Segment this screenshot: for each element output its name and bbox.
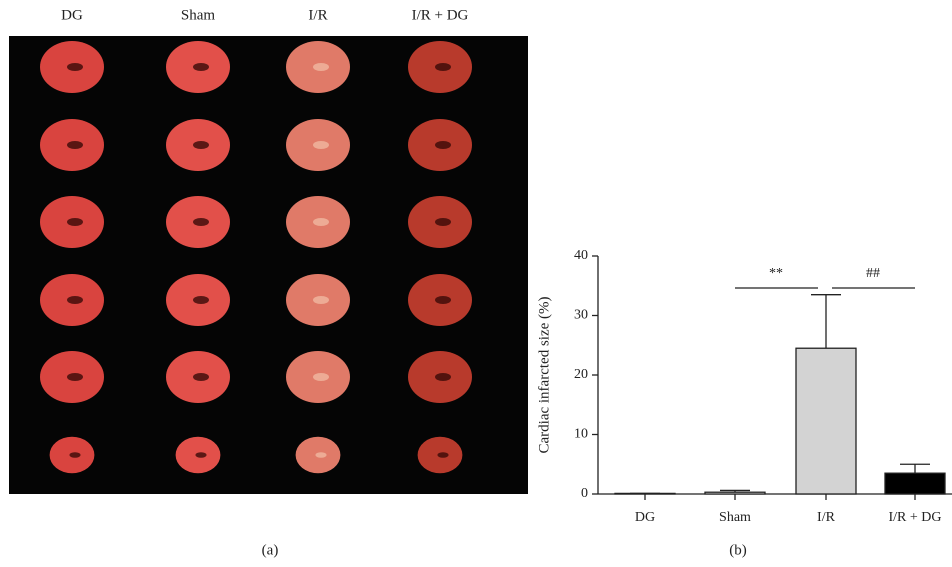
y-tick-label: 40 <box>574 248 588 263</box>
x-tick-label: I/R + DG <box>888 510 941 525</box>
x-tick-label: Sham <box>719 510 751 525</box>
column-label: I/R + DG <box>412 7 469 23</box>
bar <box>795 347 857 495</box>
caption-a: (a) <box>262 542 279 558</box>
significance-label: ** <box>769 266 783 281</box>
y-tick-label: 20 <box>574 367 588 382</box>
heart-lumen <box>69 452 81 458</box>
column-label: Sham <box>181 7 216 23</box>
heart-lumen <box>193 296 209 304</box>
heart-lumen <box>67 63 83 71</box>
heart-lumen <box>193 373 209 381</box>
x-tick-label: DG <box>635 510 655 525</box>
y-tick-label: 0 <box>581 486 588 501</box>
heart-lumen <box>193 218 209 226</box>
significance-label: ## <box>866 266 880 281</box>
heart-lumen <box>67 218 83 226</box>
heart-lumen <box>313 296 329 304</box>
y-axis-label: Cardiac infarcted size (%) <box>536 297 552 454</box>
tissue-photo <box>9 36 528 494</box>
heart-lumen <box>195 452 207 458</box>
column-label: I/R <box>308 7 327 23</box>
heart-lumen <box>435 218 451 226</box>
heart-lumen <box>67 296 83 304</box>
heart-slices <box>40 41 472 474</box>
bar <box>704 491 766 495</box>
heart-lumen <box>435 296 451 304</box>
heart-lumen <box>315 452 327 458</box>
heart-lumen <box>435 141 451 149</box>
bar <box>884 472 946 495</box>
x-tick-label: I/R <box>817 510 836 525</box>
heart-lumen <box>193 63 209 71</box>
y-tick-label: 10 <box>574 427 588 442</box>
heart-lumen <box>437 452 449 458</box>
heart-lumen <box>313 373 329 381</box>
heart-lumen <box>313 63 329 71</box>
heart-lumen <box>313 141 329 149</box>
heart-lumen <box>313 218 329 226</box>
heart-lumen <box>435 373 451 381</box>
column-label: DG <box>61 7 83 23</box>
heart-lumen <box>435 63 451 71</box>
heart-lumen <box>67 373 83 381</box>
bar <box>614 492 676 495</box>
caption-b: (b) <box>729 542 747 558</box>
y-tick-label: 30 <box>574 308 588 323</box>
heart-lumen <box>193 141 209 149</box>
heart-lumen <box>67 141 83 149</box>
